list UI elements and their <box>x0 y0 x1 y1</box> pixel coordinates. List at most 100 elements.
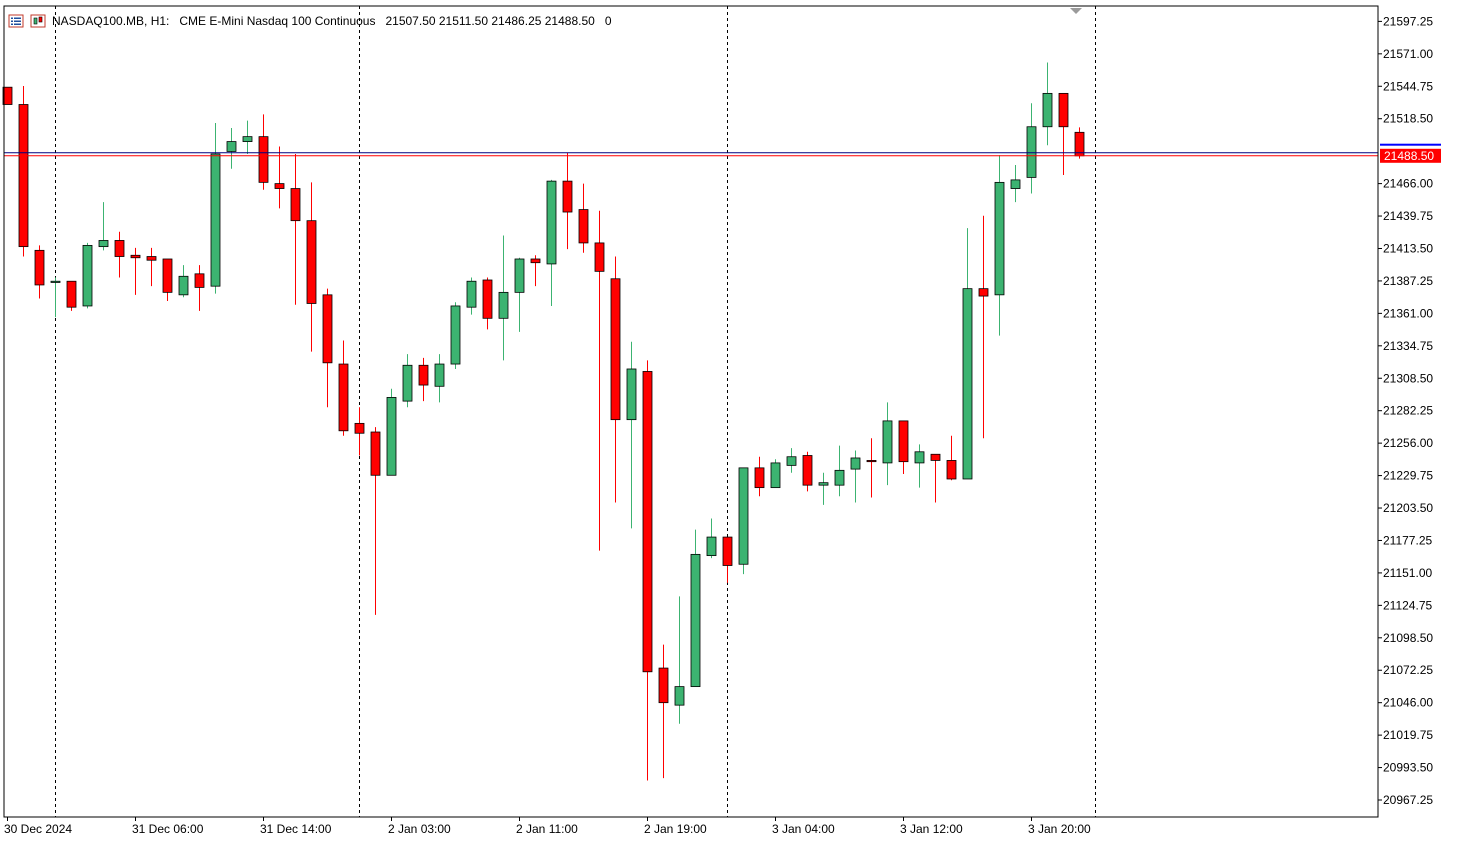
y-tick-label: 21544.75 <box>1383 79 1433 93</box>
y-tick-label: 21019.75 <box>1383 728 1433 742</box>
candle-body <box>738 467 749 565</box>
candle-bearish <box>370 427 381 615</box>
candle-bullish <box>450 302 461 369</box>
y-tick-label: 21334.75 <box>1383 339 1433 353</box>
candle-body <box>1010 179 1021 189</box>
candle-bearish <box>1058 92 1069 175</box>
candle-bullish <box>50 277 61 318</box>
candles <box>2 62 1085 781</box>
y-tick-label: 21072.25 <box>1383 663 1433 677</box>
candle-bullish <box>674 596 685 724</box>
candle-bullish <box>466 277 477 315</box>
candle-bearish <box>322 288 333 408</box>
candle-bearish <box>594 210 605 551</box>
candle-bearish <box>1074 127 1085 159</box>
y-tick-label: 21597.25 <box>1383 14 1433 28</box>
candle-body <box>978 288 989 297</box>
y-tick-label: 21151.00 <box>1383 566 1432 580</box>
x-tick-label: 2 Jan 19:00 <box>644 822 707 836</box>
one-click-trading-icon[interactable] <box>30 14 46 28</box>
candle-body <box>82 244 93 307</box>
candle-bullish <box>386 388 397 476</box>
candle-body <box>994 181 1005 296</box>
candle-body <box>338 363 349 432</box>
price-lines <box>4 152 1378 157</box>
x-tick-label: 2 Jan 11:00 <box>516 822 578 836</box>
y-tick-label: 21046.00 <box>1383 696 1433 710</box>
candle-bullish <box>994 155 1005 336</box>
y-tick-label: 21203.50 <box>1383 501 1433 515</box>
candle-body <box>162 258 173 293</box>
ask-marker <box>1380 143 1441 146</box>
candle-bearish <box>930 453 941 503</box>
candle-body <box>610 278 621 421</box>
candle-bearish <box>482 277 493 330</box>
y-tick-label: 21466.00 <box>1383 177 1433 191</box>
candle-bearish <box>338 340 349 436</box>
candle-body <box>386 397 397 476</box>
candle-body <box>642 371 653 673</box>
price-axis[interactable]: 21597.25 21571.00 21544.75 21518.50 21466.00… <box>1378 14 1441 807</box>
x-tick-label: 3 Jan 20:00 <box>1028 822 1091 836</box>
candle-bullish <box>82 242 93 309</box>
candle-bullish <box>818 472 829 505</box>
candle-bearish <box>130 247 141 295</box>
candle-body <box>34 249 45 286</box>
candle-bearish <box>34 245 45 299</box>
candle-bullish <box>178 265 189 298</box>
candle-bearish <box>114 231 125 278</box>
candle-bullish <box>498 235 509 361</box>
candle-body <box>258 136 269 183</box>
candle-bearish <box>2 86 13 105</box>
y-tick-label: 21282.25 <box>1383 404 1433 418</box>
candle-bullish <box>1026 103 1037 194</box>
candle-bearish <box>162 258 173 302</box>
candle-body <box>114 240 125 257</box>
candle-body <box>1042 92 1053 128</box>
candle-bullish <box>402 354 413 408</box>
candle-bullish <box>770 459 781 489</box>
candle-body <box>946 460 957 480</box>
y-tick-label: 21413.50 <box>1383 241 1433 255</box>
candle-bullish <box>690 529 701 688</box>
candle-body <box>914 451 925 464</box>
candle-bullish <box>786 448 797 473</box>
candle-body <box>226 141 237 152</box>
candle-bearish <box>258 114 269 190</box>
candle-body <box>722 536 733 566</box>
candle-body <box>178 275 189 296</box>
y-tick-label: 21256.00 <box>1383 436 1433 450</box>
candle-bullish <box>210 123 221 294</box>
candle-body <box>898 420 909 463</box>
candle-body <box>322 294 333 364</box>
candle-bearish <box>946 435 957 481</box>
candle-bearish <box>802 451 813 492</box>
shift-marker-icon[interactable] <box>1070 8 1082 14</box>
candle-body <box>562 180 573 213</box>
candle-bullish <box>98 202 109 251</box>
candle-body <box>962 288 973 480</box>
candle-bullish <box>834 445 845 497</box>
candle-bullish <box>738 467 749 575</box>
candle-body <box>850 457 861 470</box>
candle-body <box>658 667 669 704</box>
x-tick-label: 31 Dec 14:00 <box>260 822 332 836</box>
candle-body <box>754 467 765 489</box>
plot-border <box>3 5 1379 818</box>
candle-body <box>466 280 477 308</box>
candle-body <box>242 136 253 142</box>
time-axis[interactable]: 30 Dec 2024 31 Dec 06:00 31 Dec 14:00 2 Jan… <box>4 817 1091 836</box>
candle-bullish <box>1042 62 1053 146</box>
y-tick-label: 21571.00 <box>1383 47 1433 61</box>
candle-body <box>690 553 701 688</box>
candle-body <box>482 279 493 319</box>
y-tick-label: 21439.75 <box>1383 209 1433 223</box>
candle-body <box>1058 92 1069 128</box>
candle-bearish <box>898 420 909 475</box>
chart-list-icon[interactable] <box>8 14 24 28</box>
candle-body <box>514 258 525 293</box>
candle-bullish <box>514 257 525 332</box>
